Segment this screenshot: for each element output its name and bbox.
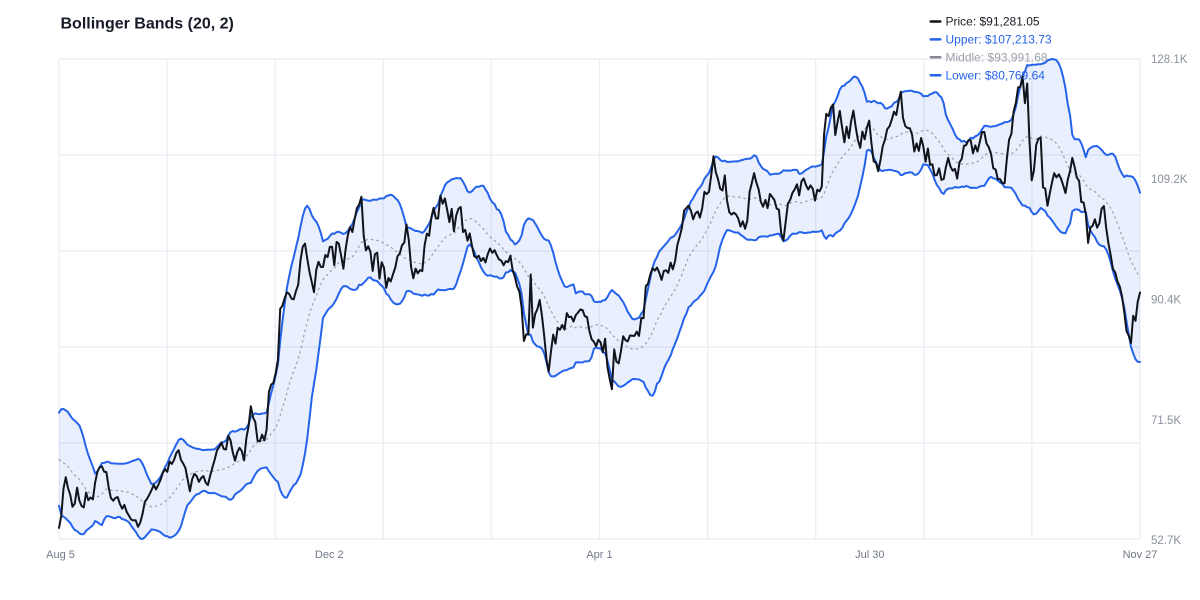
svg-text:109.2K: 109.2K (1151, 174, 1188, 186)
svg-text:Price: $91,281.05: Price: $91,281.05 (946, 15, 1040, 29)
svg-text:90.4K: 90.4K (1151, 295, 1181, 307)
svg-text:Apr 1: Apr 1 (586, 549, 612, 561)
svg-text:Middle: $93,991.68: Middle: $93,991.68 (946, 51, 1048, 65)
svg-text:Upper: $107,213.73: Upper: $107,213.73 (946, 33, 1052, 47)
svg-text:52.7K: 52.7K (1151, 535, 1181, 547)
svg-text:Lower: $80,769.64: Lower: $80,769.64 (946, 68, 1046, 82)
svg-text:71.5K: 71.5K (1151, 415, 1181, 427)
svg-text:Nov 27: Nov 27 (1123, 549, 1158, 561)
svg-text:Bollinger Bands (20, 2): Bollinger Bands (20, 2) (61, 16, 234, 33)
svg-text:Aug 5: Aug 5 (46, 549, 75, 561)
svg-text:Dec 2: Dec 2 (315, 549, 344, 561)
svg-text:128.1K: 128.1K (1151, 54, 1188, 66)
svg-text:Jul 30: Jul 30 (855, 549, 884, 561)
